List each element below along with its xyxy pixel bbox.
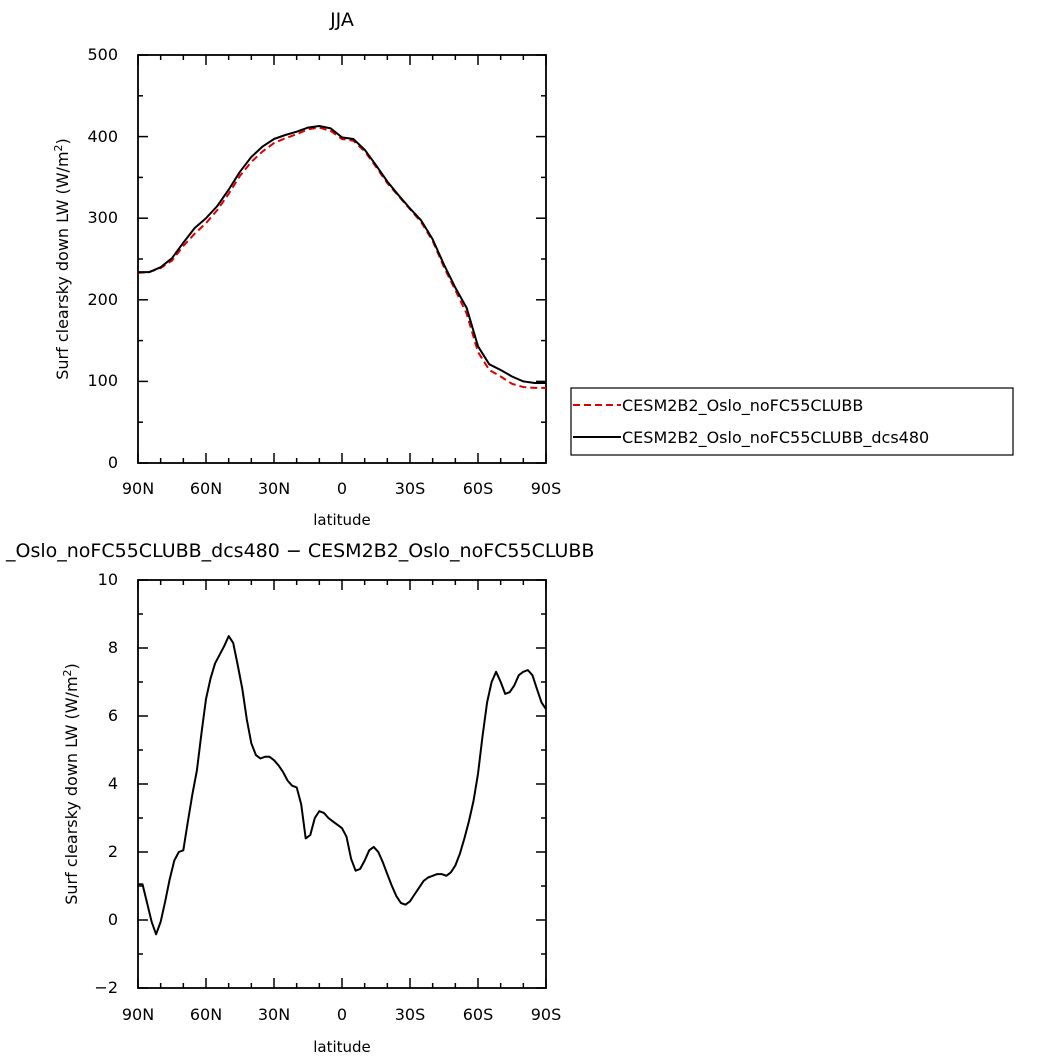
top-x-tick-label: 60N	[190, 479, 222, 498]
bottom-x-tick-label: 60N	[190, 1005, 222, 1024]
bottom-y-tick-label: 8	[108, 638, 118, 657]
top-plot-frame	[137, 54, 547, 464]
top-y-axis-label-text: Surf clearsky down LW (W/m	[53, 151, 72, 379]
bottom-y-axis-label-sup: 2	[61, 669, 74, 676]
bottom-y-tick-label: 4	[108, 774, 118, 793]
legend: CESM2B2_Oslo_noFC55CLUBB CESM2B2_Oslo_no…	[570, 387, 1014, 456]
bottom-y-tick-label: −2	[94, 978, 118, 997]
bottom-y-tick-labels: −2 0 2 4 6 8 10	[94, 570, 118, 997]
top-y-tick-label: 300	[87, 208, 118, 227]
bottom-panel: _Oslo_noFC55CLUBB_dcs480 − CESM2B2_Oslo_…	[5, 540, 594, 1056]
top-x-tick-label: 90N	[122, 479, 154, 498]
top-panel: JJA 0 100 200 300 400 500 90N 60N 30N 0 …	[52, 9, 1014, 529]
bottom-x-tick-label: 90S	[531, 1005, 562, 1024]
top-y-axis-label: Surf clearsky down LW (W/m2)	[52, 138, 72, 380]
top-series-lines	[137, 125, 546, 389]
bottom-axis-ticks	[137, 579, 547, 989]
top-y-axis-label-end: )	[53, 138, 72, 144]
bottom-y-axis-label-end: )	[62, 663, 81, 669]
top-series-line-1	[137, 126, 546, 389]
top-y-tick-label: 100	[87, 371, 118, 390]
top-x-tick-label: 90S	[531, 479, 562, 498]
bottom-x-tick-label: 60S	[463, 1005, 494, 1024]
top-y-axis-label-sup: 2	[52, 144, 65, 151]
legend-box	[570, 387, 1014, 456]
top-y-tick-labels: 0 100 200 300 400 500	[87, 45, 118, 472]
top-series-line-2	[138, 125, 546, 384]
top-x-tick-label: 60S	[463, 479, 494, 498]
bottom-y-tick-label: 2	[108, 842, 118, 861]
bottom-y-tick-label: 10	[98, 570, 118, 589]
bottom-x-tick-labels: 90N 60N 30N 0 30S 60S 90S	[122, 1005, 561, 1024]
top-x-tick-labels: 90N 60N 30N 0 30S 60S 90S	[122, 479, 561, 498]
top-y-tick-label: 400	[87, 127, 118, 146]
bottom-x-tick-label: 90N	[122, 1005, 154, 1024]
bottom-series-line-1	[138, 635, 547, 936]
top-x-tick-label: 30N	[258, 479, 290, 498]
bottom-x-tick-label: 30N	[258, 1005, 290, 1024]
bottom-x-tick-label: 30S	[395, 1005, 426, 1024]
top-y-tick-label: 200	[87, 290, 118, 309]
bottom-plot-frame	[137, 579, 547, 989]
top-x-tick-label: 0	[337, 479, 347, 498]
bottom-y-tick-label: 0	[108, 910, 118, 929]
top-x-tick-label: 30S	[395, 479, 426, 498]
bottom-chart-title: _Oslo_noFC55CLUBB_dcs480 − CESM2B2_Oslo_…	[5, 540, 594, 562]
legend-entry-1: CESM2B2_Oslo_noFC55CLUBB	[622, 396, 863, 416]
bottom-y-axis-label-text: Surf clearsky down LW (W/m	[62, 676, 81, 904]
bottom-series-lines	[138, 635, 547, 936]
top-y-tick-label: 500	[87, 45, 118, 64]
top-axis-ticks	[137, 54, 547, 464]
top-chart-title: JJA	[329, 9, 354, 31]
legend-entry-2: CESM2B2_Oslo_noFC55CLUBB_dcs480	[622, 428, 929, 448]
top-x-axis-label: latitude	[313, 511, 371, 529]
bottom-y-tick-label: 6	[108, 706, 118, 725]
bottom-x-axis-label: latitude	[313, 1038, 371, 1056]
top-y-tick-label: 0	[108, 453, 118, 472]
bottom-x-tick-label: 0	[337, 1005, 347, 1024]
bottom-y-axis-label: Surf clearsky down LW (W/m2)	[61, 663, 81, 905]
